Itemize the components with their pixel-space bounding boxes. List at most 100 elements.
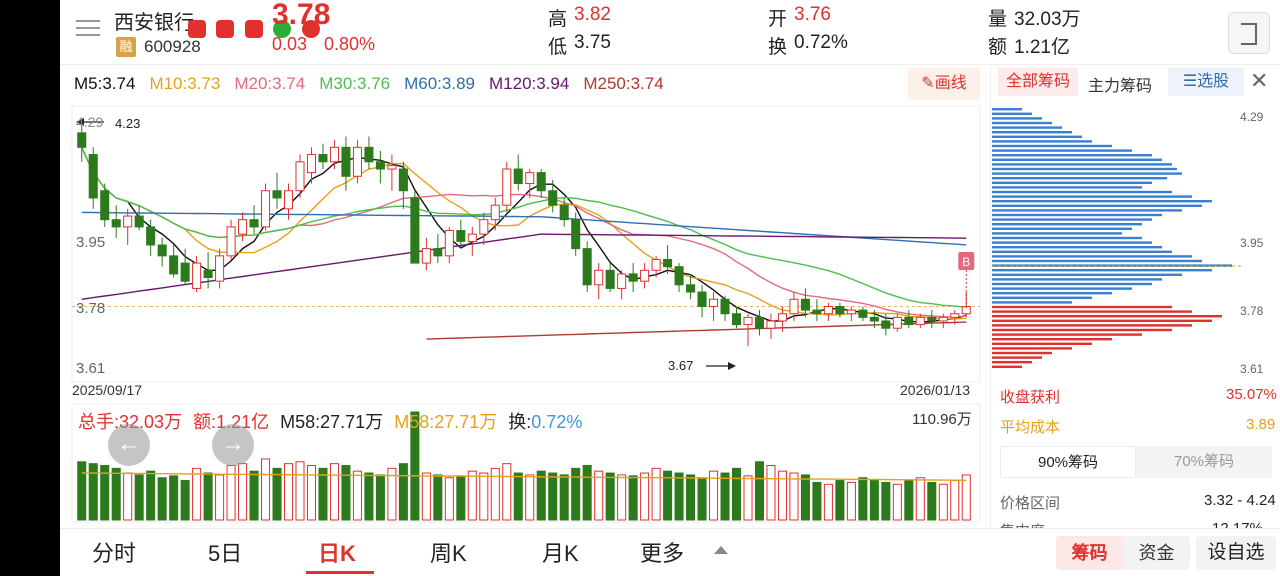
chip-bar: [992, 112, 1032, 115]
candle-body: [261, 190, 271, 228]
ma-legend: M5:3.74 M10:3.73 M20:3.74 M30:3.76 M60:3.89 M…: [74, 74, 678, 94]
chip-bar: [992, 310, 1192, 313]
current-price: 3.78: [272, 0, 331, 31]
chip-bar: [992, 154, 1152, 157]
wechat-icon[interactable]: [273, 20, 292, 38]
pct-tab-70[interactable]: 70%筹码: [1173, 453, 1235, 470]
prev-arrow-button[interactable]: ←: [108, 424, 150, 466]
draw-line-button[interactable]: ✎画线: [908, 68, 980, 100]
candle-body: [651, 258, 661, 271]
close-icon[interactable]: ✕: [1250, 68, 1269, 93]
chip-bar: [992, 163, 1172, 166]
volume-bar: [467, 470, 477, 521]
volume-bar: [180, 480, 190, 521]
app-icon-red2[interactable]: [216, 20, 235, 38]
candle-body: [559, 204, 569, 221]
caret-up-icon[interactable]: [714, 546, 728, 554]
candle-body: [915, 316, 925, 326]
open-value: 3.76: [794, 4, 831, 25]
candle-body: [134, 215, 144, 228]
volume-bar: [869, 479, 879, 521]
candle-body: [352, 146, 362, 177]
chip-bar: [992, 292, 1112, 295]
amount-label: 额: [988, 37, 1008, 58]
volume-bar: [525, 474, 535, 521]
fullscreen-icon[interactable]: [1228, 12, 1270, 54]
candle-body: [295, 161, 305, 192]
tab-weekly-k[interactable]: 周K: [430, 541, 467, 566]
chip-bar: [992, 282, 1152, 286]
chip-tab-all[interactable]: 全部筹码: [998, 68, 1078, 96]
active-tab-underline: [306, 571, 374, 574]
candle-body: [249, 219, 259, 228]
volume-bar: [904, 480, 914, 521]
chip-bar: [992, 232, 1122, 235]
candle-body: [881, 320, 891, 329]
chip-tab-pick[interactable]: ☰选股: [1168, 68, 1244, 96]
volume-bar: [433, 474, 443, 521]
candle-body: [617, 273, 627, 289]
candle-body: [226, 226, 236, 257]
candle-body: [594, 269, 604, 286]
tab-monthly-k[interactable]: 月K: [542, 541, 579, 566]
volume-bar: [283, 463, 294, 521]
volume-bar: [249, 470, 259, 521]
candle-body: [479, 219, 489, 235]
candle-body: [272, 190, 282, 199]
tab-5day[interactable]: 5日: [208, 541, 243, 566]
volume-bar: [789, 472, 799, 521]
low-value: 3.75: [574, 32, 611, 53]
toggle-chips[interactable]: 筹码: [1056, 536, 1123, 570]
app-icon-red[interactable]: [188, 20, 206, 38]
chip-bar: [992, 126, 1062, 129]
chip-bar: [992, 108, 1022, 111]
tab-more[interactable]: 更多: [640, 541, 685, 566]
chip-bar: [992, 218, 1152, 221]
volume-bar: [800, 474, 810, 521]
kline-chart[interactable]: B: [60, 0, 990, 530]
ma5-line: [81, 147, 967, 323]
avg-cost-value: 3.89: [1246, 416, 1276, 433]
candle-body: [640, 269, 650, 282]
chip-bar: [992, 342, 1092, 345]
min-arrow-head: [728, 362, 736, 370]
volume-bar: [548, 472, 558, 521]
price-axis-top: 4.29: [76, 114, 104, 130]
volume-bar: [203, 472, 213, 521]
turnover-value: 0.72%: [794, 32, 848, 53]
volume-bar: [169, 475, 179, 521]
volume-bar: [421, 472, 431, 521]
volume-bar: [835, 480, 845, 521]
candle-body: [536, 172, 546, 192]
ma-legend-item: M30:3.76: [319, 74, 391, 93]
candle-body: [306, 154, 317, 174]
volume-bar: [754, 461, 765, 521]
volume-bar: [215, 474, 225, 521]
tab-daily-k[interactable]: 日K: [318, 541, 356, 566]
add-watchlist-button[interactable]: 设自选: [1196, 536, 1276, 570]
chip-distribution-chart: [992, 108, 1242, 368]
turnover-label: 换: [768, 37, 788, 58]
menu-icon[interactable]: [74, 14, 102, 42]
volume-bar: [502, 463, 512, 521]
volume-value: 32.03万: [1014, 9, 1081, 30]
pct-tab-90[interactable]: 90%筹码: [1000, 446, 1136, 478]
candle-body: [731, 313, 742, 326]
candle-body: [215, 255, 225, 282]
next-arrow-button[interactable]: →: [212, 424, 254, 466]
share-icon[interactable]: [301, 20, 320, 38]
tab-intraday[interactable]: 分时: [92, 541, 137, 566]
candle-body: [238, 219, 248, 235]
candle-body: [375, 161, 385, 170]
volume-bar: [858, 477, 868, 521]
arrow-left-icon: ←: [117, 430, 141, 457]
volume-bar: [927, 481, 937, 521]
chip-tab-main[interactable]: 主力筹码: [1088, 78, 1153, 95]
chip-axis-4: 3.61: [1240, 362, 1264, 376]
chip-bar: [992, 167, 1177, 171]
ma-legend-item: M10:3.73: [149, 74, 221, 93]
volume-pane-frame: [71, 403, 981, 523]
toggle-funds[interactable]: 资金: [1138, 543, 1175, 563]
candle-body: [743, 316, 753, 326]
chart-icon[interactable]: [244, 20, 263, 38]
